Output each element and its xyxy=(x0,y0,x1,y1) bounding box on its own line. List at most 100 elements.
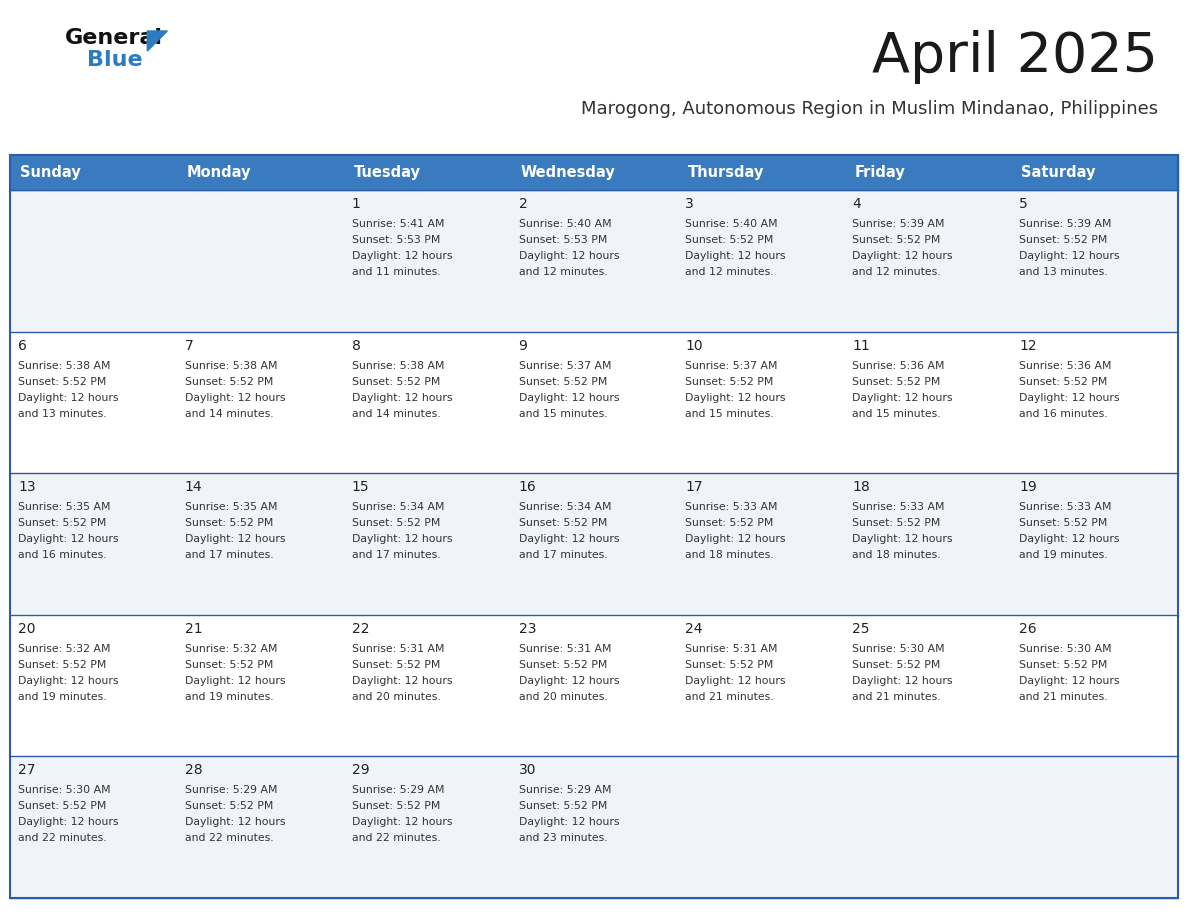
Text: Daylight: 12 hours: Daylight: 12 hours xyxy=(352,393,453,403)
Text: Sunset: 5:52 PM: Sunset: 5:52 PM xyxy=(1019,376,1107,386)
Text: and 18 minutes.: and 18 minutes. xyxy=(685,550,775,560)
Text: Sunset: 5:52 PM: Sunset: 5:52 PM xyxy=(185,518,273,528)
Text: Daylight: 12 hours: Daylight: 12 hours xyxy=(519,676,619,686)
Text: Sunrise: 5:29 AM: Sunrise: 5:29 AM xyxy=(352,786,444,795)
Text: and 14 minutes.: and 14 minutes. xyxy=(352,409,441,419)
Text: Sunset: 5:52 PM: Sunset: 5:52 PM xyxy=(18,801,107,812)
Text: Sunrise: 5:33 AM: Sunrise: 5:33 AM xyxy=(1019,502,1112,512)
Text: Daylight: 12 hours: Daylight: 12 hours xyxy=(352,676,453,686)
Text: General: General xyxy=(65,28,163,48)
Text: Daylight: 12 hours: Daylight: 12 hours xyxy=(852,676,953,686)
Text: Sunrise: 5:38 AM: Sunrise: 5:38 AM xyxy=(185,361,277,371)
Text: and 19 minutes.: and 19 minutes. xyxy=(18,692,107,701)
Text: Sunrise: 5:33 AM: Sunrise: 5:33 AM xyxy=(852,502,944,512)
Text: 20: 20 xyxy=(18,621,36,636)
Text: 11: 11 xyxy=(852,339,870,353)
Text: Sunrise: 5:30 AM: Sunrise: 5:30 AM xyxy=(852,644,944,654)
Text: Sunrise: 5:33 AM: Sunrise: 5:33 AM xyxy=(685,502,778,512)
Text: Sunrise: 5:29 AM: Sunrise: 5:29 AM xyxy=(185,786,277,795)
Text: and 15 minutes.: and 15 minutes. xyxy=(519,409,607,419)
Text: Sunset: 5:52 PM: Sunset: 5:52 PM xyxy=(685,518,773,528)
Text: and 12 minutes.: and 12 minutes. xyxy=(685,267,775,277)
Text: Sunrise: 5:41 AM: Sunrise: 5:41 AM xyxy=(352,219,444,229)
Text: Sunset: 5:52 PM: Sunset: 5:52 PM xyxy=(185,376,273,386)
Text: Sunset: 5:52 PM: Sunset: 5:52 PM xyxy=(519,518,607,528)
Text: 14: 14 xyxy=(185,480,202,494)
Text: Sunrise: 5:38 AM: Sunrise: 5:38 AM xyxy=(18,361,110,371)
Text: Sunrise: 5:40 AM: Sunrise: 5:40 AM xyxy=(519,219,611,229)
Text: and 21 minutes.: and 21 minutes. xyxy=(1019,692,1107,701)
Text: Sunset: 5:53 PM: Sunset: 5:53 PM xyxy=(352,235,440,245)
Text: Sunrise: 5:30 AM: Sunrise: 5:30 AM xyxy=(1019,644,1112,654)
Text: Sunday: Sunday xyxy=(20,165,81,180)
Text: Wednesday: Wednesday xyxy=(520,165,615,180)
Text: Daylight: 12 hours: Daylight: 12 hours xyxy=(685,676,786,686)
Text: Daylight: 12 hours: Daylight: 12 hours xyxy=(852,251,953,261)
Text: 19: 19 xyxy=(1019,480,1037,494)
Text: Daylight: 12 hours: Daylight: 12 hours xyxy=(185,676,285,686)
Text: Sunrise: 5:34 AM: Sunrise: 5:34 AM xyxy=(519,502,611,512)
Text: Sunset: 5:52 PM: Sunset: 5:52 PM xyxy=(685,376,773,386)
Text: Daylight: 12 hours: Daylight: 12 hours xyxy=(1019,534,1119,544)
Text: and 15 minutes.: and 15 minutes. xyxy=(685,409,775,419)
Text: 7: 7 xyxy=(185,339,194,353)
Text: and 19 minutes.: and 19 minutes. xyxy=(185,692,273,701)
Text: Sunset: 5:52 PM: Sunset: 5:52 PM xyxy=(519,801,607,812)
Text: Daylight: 12 hours: Daylight: 12 hours xyxy=(852,534,953,544)
Text: 27: 27 xyxy=(18,764,36,778)
Bar xyxy=(10,190,1178,331)
Text: Daylight: 12 hours: Daylight: 12 hours xyxy=(685,251,786,261)
Text: 6: 6 xyxy=(18,339,27,353)
Text: Tuesday: Tuesday xyxy=(354,165,421,180)
Text: Monday: Monday xyxy=(187,165,252,180)
Bar xyxy=(10,473,1178,615)
Text: Sunrise: 5:40 AM: Sunrise: 5:40 AM xyxy=(685,219,778,229)
Text: Sunset: 5:52 PM: Sunset: 5:52 PM xyxy=(852,660,941,670)
Text: Daylight: 12 hours: Daylight: 12 hours xyxy=(1019,393,1119,403)
Text: Daylight: 12 hours: Daylight: 12 hours xyxy=(519,817,619,827)
Text: Daylight: 12 hours: Daylight: 12 hours xyxy=(18,534,119,544)
Text: Sunset: 5:52 PM: Sunset: 5:52 PM xyxy=(18,376,107,386)
Text: and 16 minutes.: and 16 minutes. xyxy=(1019,409,1107,419)
Text: 4: 4 xyxy=(852,197,861,211)
Text: 3: 3 xyxy=(685,197,694,211)
Text: 29: 29 xyxy=(352,764,369,778)
Text: 17: 17 xyxy=(685,480,703,494)
Text: and 17 minutes.: and 17 minutes. xyxy=(185,550,273,560)
Text: Thursday: Thursday xyxy=(688,165,764,180)
Text: Sunrise: 5:34 AM: Sunrise: 5:34 AM xyxy=(352,502,444,512)
Text: and 12 minutes.: and 12 minutes. xyxy=(852,267,941,277)
Text: 16: 16 xyxy=(519,480,536,494)
Text: Friday: Friday xyxy=(854,165,905,180)
Text: Daylight: 12 hours: Daylight: 12 hours xyxy=(519,251,619,261)
Text: Sunrise: 5:39 AM: Sunrise: 5:39 AM xyxy=(852,219,944,229)
Text: and 19 minutes.: and 19 minutes. xyxy=(1019,550,1107,560)
Text: Sunrise: 5:39 AM: Sunrise: 5:39 AM xyxy=(1019,219,1112,229)
Text: April 2025: April 2025 xyxy=(872,30,1158,84)
Bar xyxy=(10,155,1178,898)
Text: 12: 12 xyxy=(1019,339,1037,353)
Text: 24: 24 xyxy=(685,621,703,636)
Text: and 18 minutes.: and 18 minutes. xyxy=(852,550,941,560)
Text: Sunrise: 5:31 AM: Sunrise: 5:31 AM xyxy=(352,644,444,654)
Text: 23: 23 xyxy=(519,621,536,636)
Text: 13: 13 xyxy=(18,480,36,494)
Text: and 11 minutes.: and 11 minutes. xyxy=(352,267,441,277)
Bar xyxy=(10,331,1178,473)
Text: Sunset: 5:52 PM: Sunset: 5:52 PM xyxy=(852,518,941,528)
Text: Sunset: 5:52 PM: Sunset: 5:52 PM xyxy=(852,376,941,386)
Text: Sunrise: 5:32 AM: Sunrise: 5:32 AM xyxy=(18,644,110,654)
Text: Sunrise: 5:38 AM: Sunrise: 5:38 AM xyxy=(352,361,444,371)
Text: and 22 minutes.: and 22 minutes. xyxy=(352,834,441,844)
Text: 25: 25 xyxy=(852,621,870,636)
Text: Daylight: 12 hours: Daylight: 12 hours xyxy=(18,676,119,686)
Text: Sunset: 5:52 PM: Sunset: 5:52 PM xyxy=(352,518,440,528)
Text: Daylight: 12 hours: Daylight: 12 hours xyxy=(185,817,285,827)
Bar xyxy=(10,615,1178,756)
Text: Sunset: 5:52 PM: Sunset: 5:52 PM xyxy=(352,801,440,812)
Text: and 13 minutes.: and 13 minutes. xyxy=(1019,267,1107,277)
Text: Daylight: 12 hours: Daylight: 12 hours xyxy=(18,817,119,827)
Text: Daylight: 12 hours: Daylight: 12 hours xyxy=(185,534,285,544)
Text: 22: 22 xyxy=(352,621,369,636)
Text: Sunrise: 5:37 AM: Sunrise: 5:37 AM xyxy=(519,361,611,371)
